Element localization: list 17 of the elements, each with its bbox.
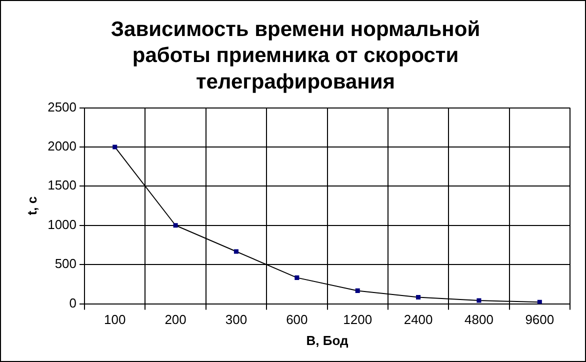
- x-tick-label: 300: [225, 312, 248, 328]
- y-tick-label: 2500: [48, 99, 77, 114]
- x-tick-label: 2400: [404, 312, 433, 328]
- x-tick-label: 9600: [525, 312, 554, 328]
- y-tick-label: 1500: [48, 178, 77, 193]
- x-tick-label: 100: [104, 312, 126, 328]
- y-tick-label: 0: [69, 295, 77, 310]
- x-tick-label: 4800: [464, 312, 494, 328]
- y-tick-label: 500: [54, 256, 77, 272]
- y-tick-label: 1000: [48, 216, 77, 232]
- x-axis-title: B, Бод: [306, 332, 349, 348]
- x-tick-label: 200: [164, 312, 186, 328]
- y-axis-title: t, c: [24, 196, 40, 216]
- y-tick-label: 2000: [48, 138, 77, 154]
- x-tick-label: 600: [286, 312, 308, 328]
- chart-title: Зависимость времени нормальной работы приемника от скорости телеграфирования: [110, 18, 480, 94]
- x-tick-label: 1200: [343, 312, 372, 328]
